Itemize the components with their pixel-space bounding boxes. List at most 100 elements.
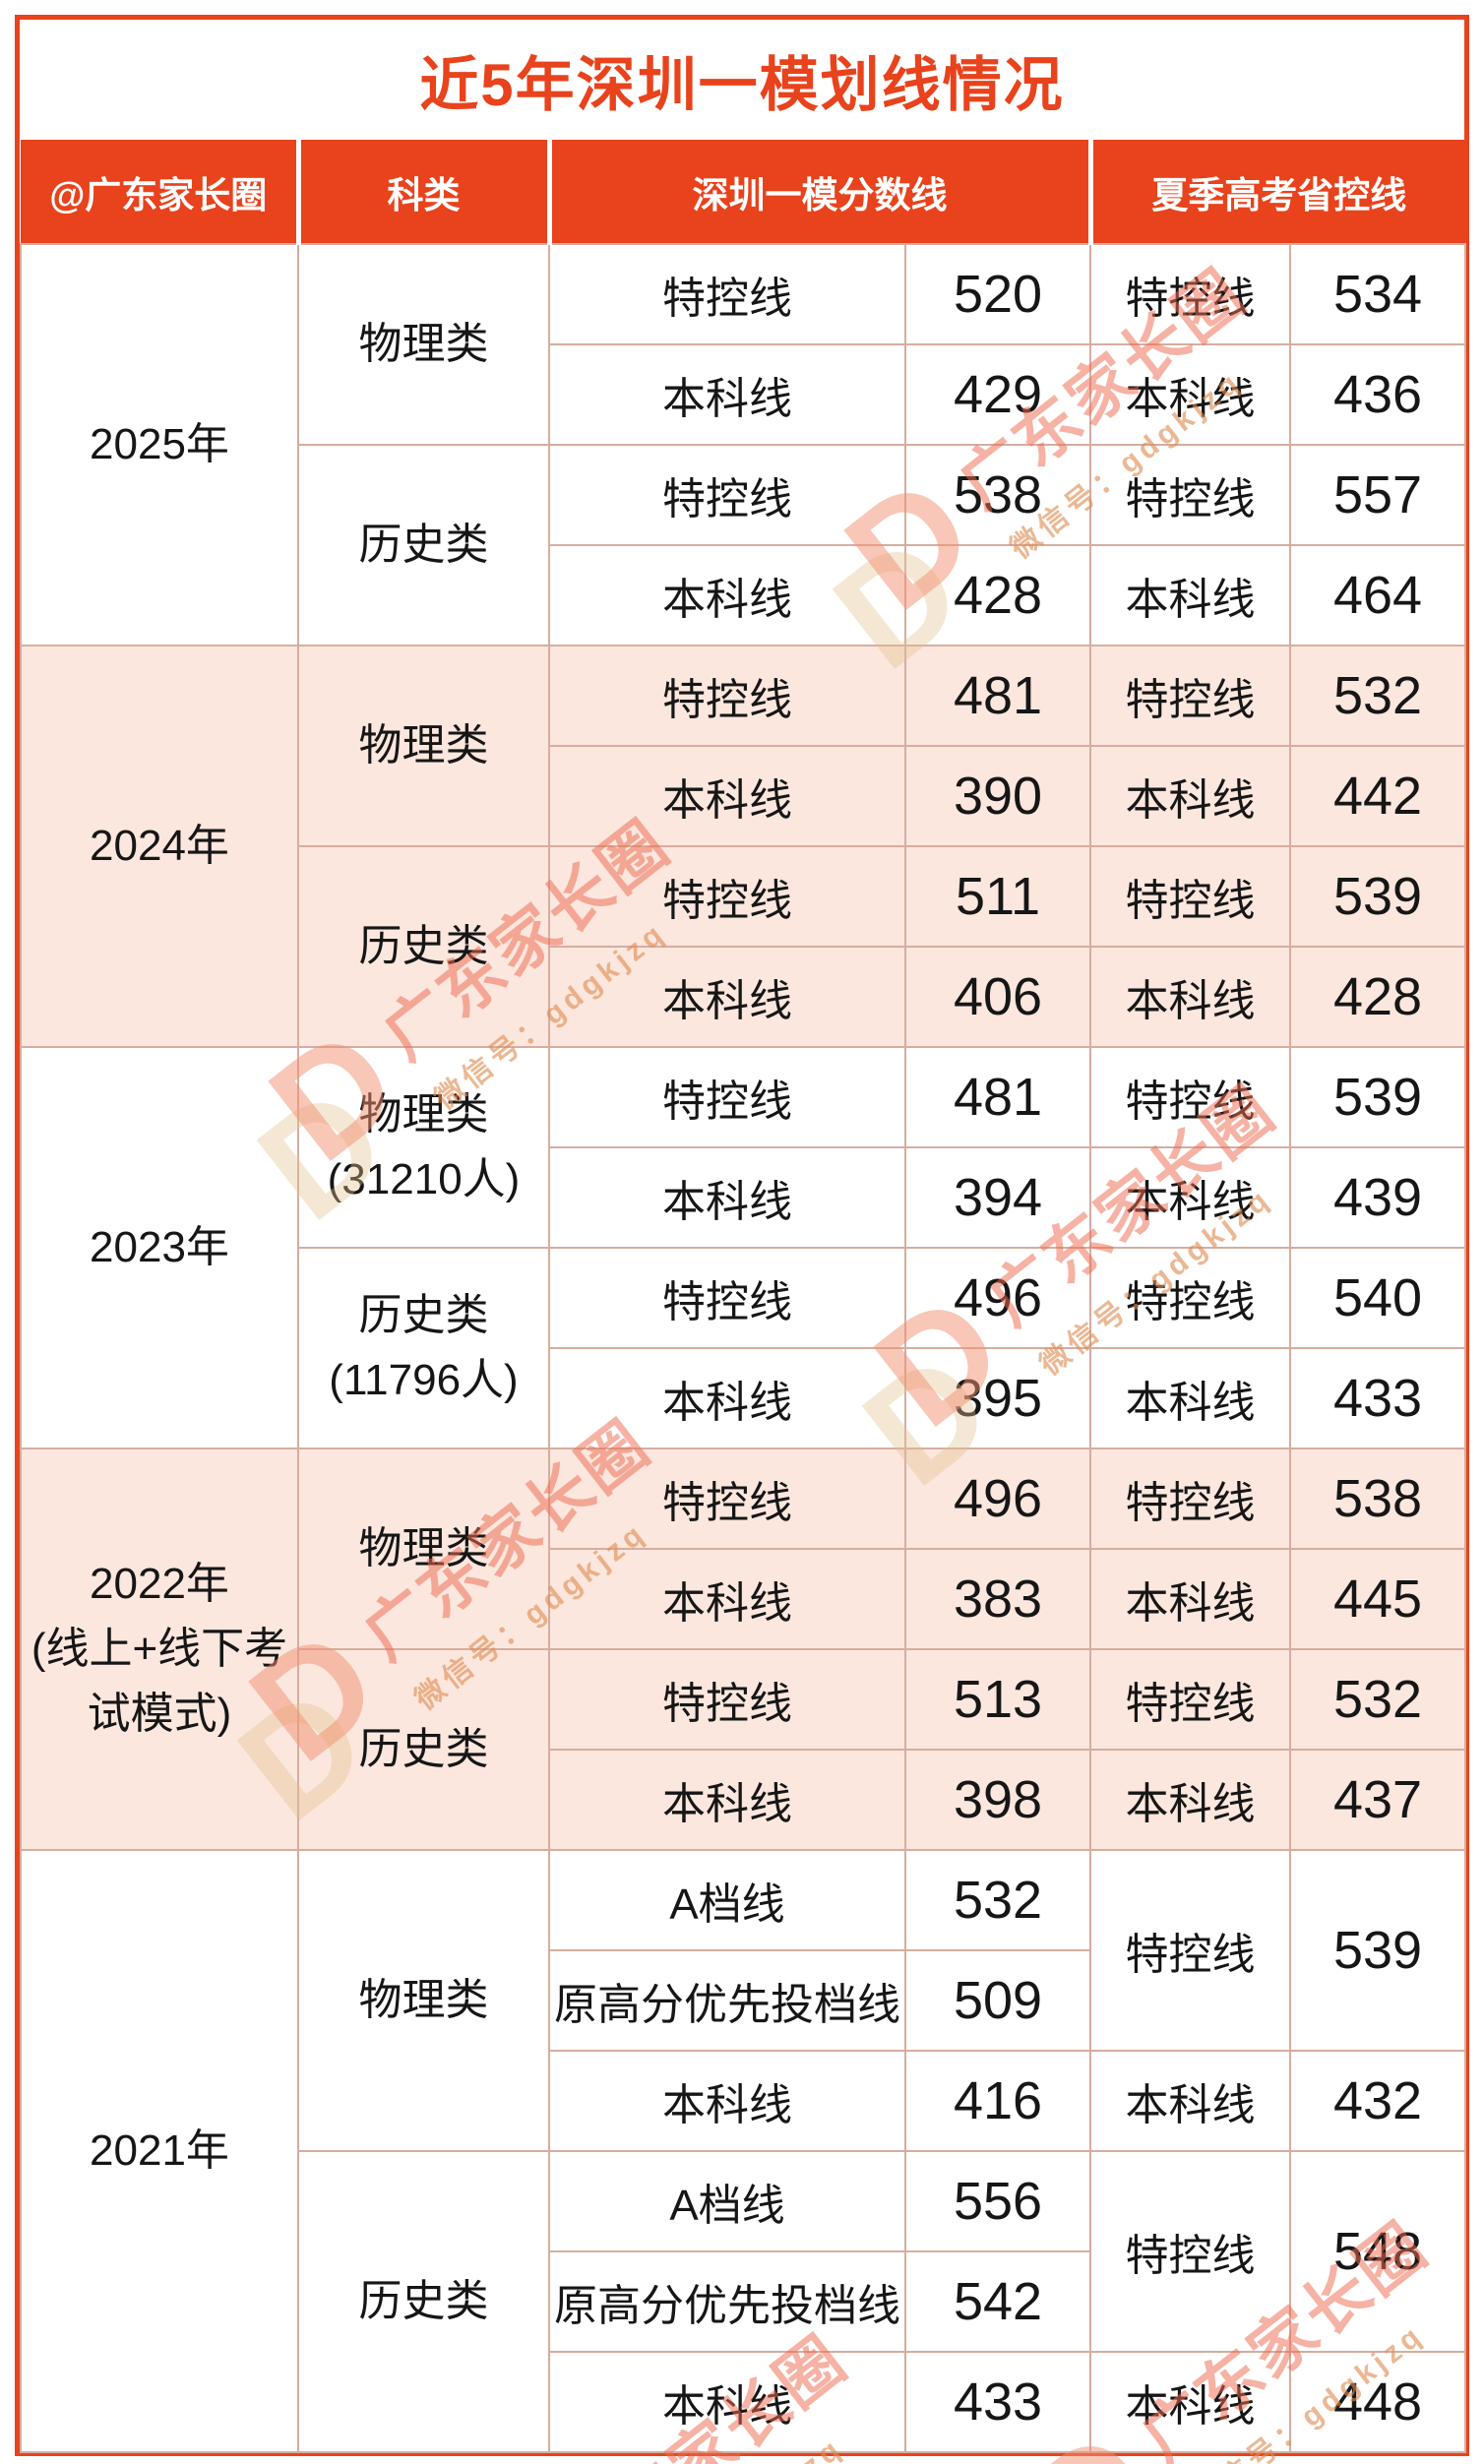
province-score-cell-text: 538	[1332, 1469, 1423, 1528]
province-line-type-cell-text: 特控线	[1125, 1078, 1256, 1126]
table-row: 本科线 398 本科线 437	[21, 1749, 1466, 1851]
table-row: 本科线 406 本科线 428	[21, 946, 1466, 1048]
province-line-type-cell: 特控线	[1089, 2150, 1291, 2353]
mock-score-cell-text: 406	[953, 967, 1043, 1026]
province-line-type-cell-text: 特控线	[1125, 676, 1256, 724]
table-row: 本科线 383 本科线 445	[21, 1548, 1466, 1650]
province-score-cell-text: 540	[1332, 1268, 1423, 1327]
province-line-type-cell-text: 本科线	[1125, 2081, 1256, 2129]
mock-score-cell-text: 433	[953, 2372, 1043, 2432]
province-line-type-cell-text: 本科线	[1125, 1379, 1256, 1427]
province-score-cell: 448	[1289, 2351, 1466, 2453]
province-line-type-cell: 特控线	[1089, 1046, 1291, 1148]
mock-score-cell: 496	[904, 1247, 1091, 1349]
score-table: @广东家长圈 科类 深圳一模分数线 夏季高考省控线 2025年 物理类 特控线 520 特控线…	[20, 140, 1466, 2453]
province-score-cell: 540	[1289, 1247, 1466, 1349]
mock-line-type-cell: 本科线	[548, 343, 906, 446]
mock-line-type-cell-text: 特控线	[662, 1078, 792, 1126]
mock-score-cell-text: 428	[953, 566, 1043, 625]
mock-score-cell-text: 383	[953, 1570, 1043, 1629]
page-title: 近5年深圳一模划线情况	[419, 51, 1065, 118]
mock-line-type-cell: 原高分优先投档线	[548, 2250, 906, 2353]
province-line-type-cell: 本科线	[1089, 745, 1291, 847]
province-line-type-cell: 本科线	[1089, 2050, 1291, 2152]
mock-score-cell: 416	[904, 2050, 1091, 2152]
mock-line-type-cell-text: 原高分优先投档线	[554, 1981, 900, 2029]
year-cell: 2024年	[20, 645, 299, 1048]
province-line-type-cell: 本科线	[1089, 1548, 1291, 1650]
province-line-type-cell: 特控线	[1089, 1448, 1291, 1550]
category-cell: 物理类 (31210人)	[297, 1046, 550, 1249]
year-cell-text: 2023年	[90, 1223, 229, 1271]
mock-line-type-cell: 本科线	[548, 1548, 906, 1650]
province-score-cell: 539	[1289, 845, 1466, 948]
table-row: 2022年 (线上+线下考 试模式) 物理类 特控线 496 特控线 538	[20, 1448, 1466, 1851]
mock-line-type-cell-text: 本科线	[662, 375, 792, 423]
year-cell-text: (线上+线下考	[31, 1625, 288, 1673]
mock-line-type-cell: 特控线	[548, 1648, 906, 1751]
mock-line-type-cell-text: 原高分优先投档线	[554, 2282, 900, 2330]
mock-score-cell-text: 496	[953, 1268, 1043, 1327]
province-line-type-cell: 本科线	[1089, 946, 1291, 1048]
year-cell: 2022年 (线上+线下考 试模式)	[20, 1448, 299, 1851]
province-score-cell-text: 436	[1332, 365, 1423, 424]
category-cell-text: 物理类	[358, 1976, 489, 2024]
mock-score-cell-text: 416	[953, 2071, 1043, 2130]
province-line-type-cell: 本科线	[1089, 544, 1291, 647]
province-line-type-cell: 本科线	[1089, 1347, 1291, 1449]
province-line-type-cell-text: 本科线	[1125, 2382, 1256, 2431]
mock-score-cell-text: 481	[953, 666, 1043, 725]
mock-score-cell: 433	[904, 2351, 1091, 2453]
province-score-cell: 428	[1289, 946, 1466, 1048]
province-line-type-cell: 特控线	[1089, 1648, 1291, 1751]
mock-score-cell: 481	[904, 1046, 1091, 1148]
province-score-cell: 532	[1289, 645, 1466, 747]
province-score-cell-text: 532	[1332, 666, 1423, 725]
province-score-cell: 539	[1289, 1849, 1466, 2052]
mock-score-cell-text: 538	[953, 465, 1043, 524]
category-cell: 历史类	[297, 1648, 550, 1851]
mock-line-type-cell-text: 特控线	[662, 676, 792, 724]
mock-line-type-cell: 本科线	[548, 1749, 906, 1851]
province-score-cell-text: 433	[1332, 1369, 1423, 1428]
province-score-cell: 445	[1289, 1548, 1466, 1650]
year-cell-text: 2025年	[90, 420, 229, 468]
table-row: 2024年 物理类 特控线 481 特控线 532	[20, 645, 1466, 1048]
mock-line-type-cell: 本科线	[548, 946, 906, 1048]
province-line-type-cell-text: 特控线	[1125, 475, 1256, 524]
category-cell: 物理类	[297, 1448, 550, 1650]
mock-line-type-cell: 特控线	[548, 1247, 906, 1349]
mock-line-type-cell: A档线	[548, 2150, 906, 2252]
mock-line-type-cell-text: 本科线	[662, 1178, 792, 1226]
mock-line-type-cell: A档线	[548, 1849, 906, 1951]
province-score-cell-text: 534	[1332, 265, 1423, 324]
category-cell-text: (31210人)	[327, 1155, 521, 1203]
mock-score-cell-text: 556	[953, 2172, 1043, 2231]
year-cell: 2023年	[20, 1046, 299, 1449]
mock-score-cell: 429	[904, 343, 1091, 446]
province-score-cell-text: 439	[1332, 1168, 1423, 1227]
mock-line-type-cell: 本科线	[548, 745, 906, 847]
province-line-type-cell-text: 特控线	[1125, 2232, 1256, 2280]
mock-line-type-cell: 本科线	[548, 2351, 906, 2453]
table-row: 历史类 特控线 513 特控线 532	[21, 1648, 1466, 1851]
table-row: 2021年 物理类 A档线 532 特控线 539	[20, 1849, 1466, 2453]
mock-score-cell-text: 520	[953, 265, 1043, 324]
mock-line-type-cell: 原高分优先投档线	[548, 1949, 906, 2052]
province-line-type-cell-text: 本科线	[1125, 1579, 1256, 1628]
category-cell-text: 历史类	[358, 521, 489, 569]
mock-line-type-cell-text: 特控线	[662, 1479, 792, 1527]
province-line-type-cell-text: 特控线	[1125, 1479, 1256, 1527]
mock-line-type-cell-text: 特控线	[662, 275, 792, 323]
category-cell: 历史类	[297, 2150, 550, 2453]
mock-line-type-cell-text: 本科线	[662, 1780, 792, 1828]
mock-score-cell-text: 532	[953, 1871, 1043, 1930]
province-score-cell: 532	[1289, 1648, 1466, 1751]
table-frame: 近5年深圳一模划线情况 @广东家长圈 科类 深圳一模分数线 夏季高考省控线 2025年…	[15, 15, 1469, 2456]
mock-line-type-cell-text: 本科线	[662, 1379, 792, 1427]
province-score-cell-text: 442	[1332, 767, 1423, 826]
mock-score-cell: 406	[904, 946, 1091, 1048]
mock-line-type-cell-text: 特控线	[662, 475, 792, 524]
category-cell: 物理类	[297, 645, 550, 847]
province-line-type-cell: 特控线	[1089, 243, 1291, 345]
